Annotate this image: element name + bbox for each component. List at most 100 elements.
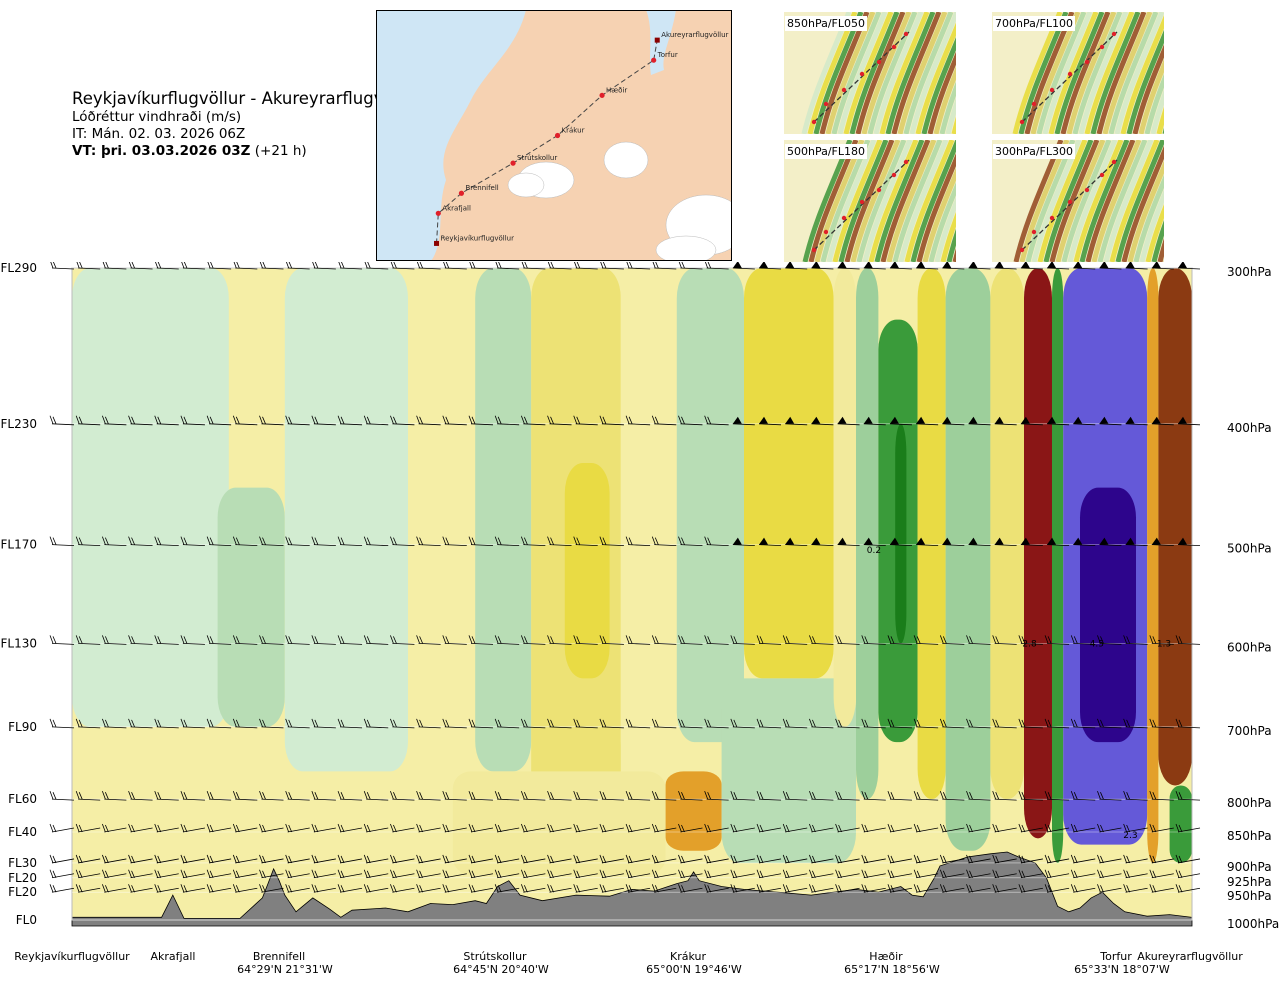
wind-barb [1097, 823, 1122, 833]
vertical-velocity-band [990, 268, 1024, 800]
wind-barb [442, 869, 467, 879]
wind-barb [337, 536, 363, 547]
wind-barb [75, 791, 101, 801]
flight-level-tick-label: FL60 [8, 792, 37, 806]
wind-barb [966, 718, 991, 729]
wind-barb [889, 262, 912, 270]
wind-barb [232, 635, 258, 645]
wind-barb [1123, 791, 1148, 801]
station-label: Strútskollur [463, 950, 527, 963]
wind-barb [756, 869, 782, 879]
wind-barb [599, 536, 624, 547]
chart-subtitle: Lóðréttur vindhraði (m/s) [72, 109, 242, 125]
wind-barb [181, 262, 205, 270]
wind-barb [573, 415, 598, 426]
vertical-velocity-band [72, 268, 229, 727]
mini-field-stripe [843, 11, 894, 135]
wind-barb [809, 635, 834, 645]
wind-barb [49, 415, 75, 426]
wind-barb [232, 718, 258, 729]
mini-field-stripe [826, 139, 877, 263]
station-label: Krákur [670, 950, 706, 963]
mini-waypoint [1031, 229, 1037, 235]
map-waypoint-marker [651, 57, 657, 63]
wind-barb [599, 718, 624, 729]
vertical-velocity-band [1147, 268, 1159, 863]
lead-time: (+21 h) [254, 143, 307, 159]
wind-barb [1177, 262, 1201, 270]
wind-barb [861, 791, 886, 801]
wind-barb [756, 718, 782, 729]
mini-field-stripe [837, 11, 888, 135]
vertical-velocity-band [284, 268, 408, 772]
map-glacier [655, 235, 717, 261]
wind-barb [704, 884, 729, 893]
wind-barb [442, 536, 467, 547]
wind-barb [992, 635, 1017, 645]
station-label: Akureyrarflugvöllur [1137, 950, 1243, 963]
wind-barb [968, 537, 991, 547]
pressure-tick-label: 850hPa [1227, 829, 1272, 843]
wind-barb [75, 635, 101, 645]
contour-value-label: 2.8 [1022, 639, 1037, 649]
pressure-tick-label: 800hPa [1227, 796, 1272, 810]
wind-barb [887, 884, 913, 893]
wind-barb [285, 791, 310, 801]
wind-barb [75, 869, 101, 879]
mini-field-stripe [903, 11, 954, 135]
station-label: Hæðir [869, 950, 903, 963]
mini-field-stripe [1072, 11, 1123, 135]
wind-barb [1099, 262, 1122, 270]
mini-field-stripe [1078, 11, 1129, 135]
wind-barb [206, 718, 232, 729]
mini-waypoint [891, 44, 897, 50]
mini-field-stripe [909, 11, 960, 135]
map-waypoint-marker [458, 190, 465, 196]
wind-barb [390, 854, 415, 864]
wind-barb [1149, 884, 1174, 893]
wind-barb [285, 718, 310, 729]
wind-barb [651, 635, 677, 645]
contour-value-label: 2.3 [1123, 831, 1137, 841]
vertical-velocity-band [620, 268, 677, 772]
map-airport-marker [434, 240, 440, 246]
mini-field-stripe [856, 139, 907, 263]
wind-barb-row [49, 854, 1201, 864]
wind-barb [913, 635, 939, 645]
mini-field-stripe [873, 11, 924, 135]
wind-barb [180, 415, 205, 426]
mini-waypoint [1067, 71, 1073, 77]
wind-barb [704, 869, 729, 879]
mini-waypoint [859, 71, 865, 77]
mini-waypoint [1049, 215, 1055, 221]
wind-barb [494, 869, 520, 879]
wind-barb [861, 869, 886, 879]
wind-barb [259, 823, 284, 833]
wind-barb-row [49, 869, 1201, 879]
wind-barb [49, 791, 75, 801]
wind-barb [1151, 537, 1174, 547]
wind-barb [889, 416, 912, 426]
wind-barb [468, 869, 494, 879]
mini-field-stripe [1079, 139, 1130, 263]
wind-barb [337, 869, 363, 879]
wind-barb [1123, 635, 1148, 645]
wind-barb [966, 884, 991, 893]
wind-barb [835, 718, 860, 729]
wind-barb [547, 262, 572, 270]
wind-barb [311, 718, 336, 729]
wind-barb [547, 415, 572, 426]
wind-barb [416, 262, 441, 270]
wind-barb [1099, 416, 1122, 426]
wind-barb [337, 854, 363, 864]
wind-barb [547, 869, 572, 879]
wind-barb [1149, 635, 1174, 645]
wind-barb [704, 415, 729, 426]
map-point-label: Reykjavíkurflugvöllur [441, 234, 515, 242]
wind-barb [782, 823, 808, 833]
mini-waypoint [903, 159, 909, 165]
wind-barb [206, 415, 232, 426]
wind-barb [861, 718, 886, 729]
wind-barb [494, 536, 520, 547]
wind-barb [416, 415, 441, 426]
